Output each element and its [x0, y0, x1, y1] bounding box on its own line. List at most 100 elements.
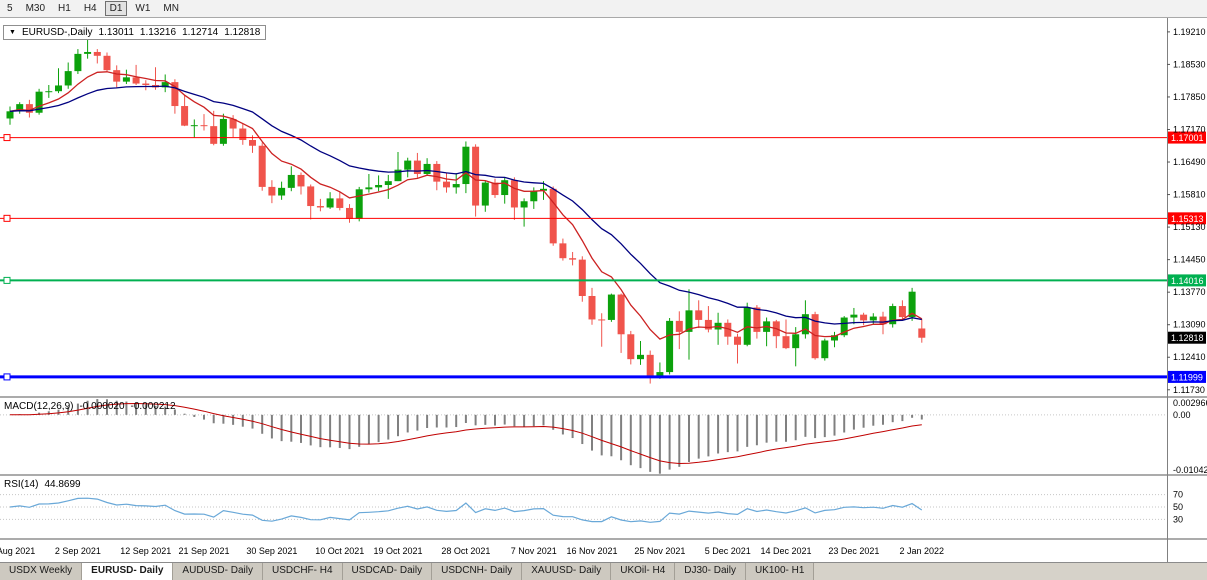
candle-body — [704, 319, 712, 330]
timeframe-button-h1[interactable]: H1 — [58, 3, 71, 14]
price-axis-label: 1.17170 — [1173, 124, 1206, 134]
chart-tab[interactable]: UK100- H1 — [745, 563, 815, 580]
candle-body — [627, 334, 635, 360]
symbol-dropdown-icon[interactable]: ▼ — [9, 28, 16, 36]
price-axis-label: 1.18530 — [1173, 59, 1206, 69]
chart-tab[interactable]: AUDUSD- Daily — [173, 563, 263, 580]
candle-body — [181, 106, 189, 126]
candle-body — [889, 306, 897, 325]
candle-body — [646, 354, 654, 377]
candle-body — [598, 319, 606, 321]
timeframe-button-d1[interactable]: D1 — [104, 1, 128, 16]
bar-low-value: 1.12714 — [182, 27, 219, 38]
date-axis-label: 30 Sep 2021 — [246, 546, 297, 556]
candle-body — [452, 184, 460, 188]
price-axis-label: 1.15130 — [1173, 222, 1206, 232]
candle-body — [16, 104, 24, 112]
price-level-badge — [1168, 370, 1206, 383]
bid-price-badge — [1168, 331, 1206, 344]
chart-area: 70 50 30 0.002966 0.00 -0.010422 1.17001 1.1531… — [0, 18, 1207, 562]
candle-body — [142, 83, 150, 85]
candle-body — [792, 334, 800, 349]
candle-body — [84, 51, 92, 54]
panel-separator[interactable] — [0, 538, 1207, 540]
price-level-badge-label: 1.11999 — [1171, 372, 1203, 382]
chart-tab[interactable]: USDCHF- H4 — [262, 563, 343, 580]
candle-body — [219, 118, 227, 144]
chart-tab[interactable]: USDCNH- Daily — [432, 563, 523, 580]
candle-body — [268, 186, 276, 196]
price-level-badge-label: 1.17001 — [1171, 133, 1204, 143]
panel-separator[interactable] — [0, 474, 1207, 476]
candle-body — [171, 82, 179, 107]
date-axis-label: 2 Sep 2021 — [55, 546, 101, 556]
timeframe-button-m30[interactable]: M30 — [25, 3, 46, 14]
price-axis-label: 1.11730 — [1173, 385, 1205, 395]
candle-body — [821, 340, 829, 359]
candle-body — [675, 320, 683, 332]
candle-body — [74, 53, 82, 72]
level-line-handle[interactable] — [3, 276, 11, 284]
price-level-badge — [1168, 212, 1206, 225]
candle-body — [569, 258, 577, 260]
rsi-name: RSI(14) — [4, 479, 39, 490]
chart-tab[interactable]: USDX Weekly — [0, 563, 83, 580]
chart-title-box: ▼ EURUSD-,Daily 1.13011 1.13216 1.12714 … — [3, 25, 267, 40]
chart-tab-bar: USDX Weekly EURUSD- Daily AUDUSD- Daily USD… — [0, 562, 1207, 580]
chart-tab[interactable]: UKOil- H4 — [611, 563, 676, 580]
candle-body — [520, 201, 528, 208]
price-level-badge-label: 1.14016 — [1171, 276, 1204, 286]
timeframe-button-h4[interactable]: H4 — [83, 3, 97, 14]
candle-body — [918, 328, 926, 338]
candle-body — [45, 91, 53, 93]
panel-separator[interactable] — [0, 396, 1207, 398]
candle-body — [190, 125, 198, 127]
candle-body — [113, 70, 121, 82]
date-axis-label: 14 Dec 2021 — [760, 546, 811, 556]
candle-body — [530, 190, 538, 202]
candle-body — [200, 125, 208, 127]
macd-main-value: -0.000020 — [79, 401, 125, 412]
candle-body — [869, 316, 877, 321]
chart-tab[interactable]: DJ30- Daily — [675, 563, 746, 580]
candle-body — [316, 206, 324, 208]
level-line-handle[interactable] — [3, 214, 11, 222]
chart-canvas[interactable]: 70 50 30 0.002966 0.00 -0.010422 1.17001 1.1531… — [0, 18, 1207, 562]
chart-tab[interactable]: XAUUSD- Daily — [522, 563, 612, 580]
candle-body — [239, 128, 247, 141]
candle-body — [617, 294, 625, 335]
price-axis-label: 1.14450 — [1173, 255, 1206, 265]
date-axis-label: 12 Sep 2021 — [120, 546, 171, 556]
candle-body — [637, 354, 644, 360]
level-line-handle[interactable] — [3, 373, 11, 381]
candle-body — [724, 322, 732, 337]
candle-body — [850, 314, 858, 318]
candle-body — [375, 184, 383, 188]
bid-price-badge-label: 1.12818 — [1171, 333, 1204, 343]
date-axis-label: 21 Sep 2021 — [178, 546, 229, 556]
chart-tab[interactable]: USDCAD- Daily — [342, 563, 433, 580]
timeframe-button-5[interactable]: 5 — [7, 3, 13, 14]
candle-body — [384, 181, 392, 185]
price-axis-label: 1.16490 — [1173, 157, 1206, 167]
rsi-axis-label: 30 — [1173, 514, 1183, 524]
candle-body — [753, 307, 761, 332]
timeframe-button-w1[interactable]: W1 — [135, 3, 151, 14]
level-line-handle[interactable] — [3, 134, 11, 142]
timeframe-toolbar: 5 M30 H1 H4 D1 W1 MN — [0, 0, 1207, 18]
macd-axis-label: 0.002966 — [1173, 398, 1207, 408]
candle-body — [782, 336, 790, 349]
price-level-badge — [1168, 131, 1206, 144]
date-axis-label: 25 Nov 2021 — [634, 546, 685, 556]
chart-tab[interactable]: EURUSD- Daily — [82, 563, 174, 580]
macd-name: MACD(12,26,9) — [4, 401, 74, 412]
candle-body — [443, 181, 450, 188]
price-axis-label: 1.19210 — [1173, 27, 1206, 37]
candle-body — [695, 310, 703, 320]
candle-body — [413, 160, 421, 174]
timeframe-button-mn[interactable]: MN — [163, 3, 179, 14]
candle-body — [607, 294, 615, 320]
macd-axis-label: 0.00 — [1173, 410, 1191, 420]
macd-signal-value: -0.000212 — [130, 401, 176, 412]
bar-close-value: 1.12818 — [224, 27, 261, 38]
